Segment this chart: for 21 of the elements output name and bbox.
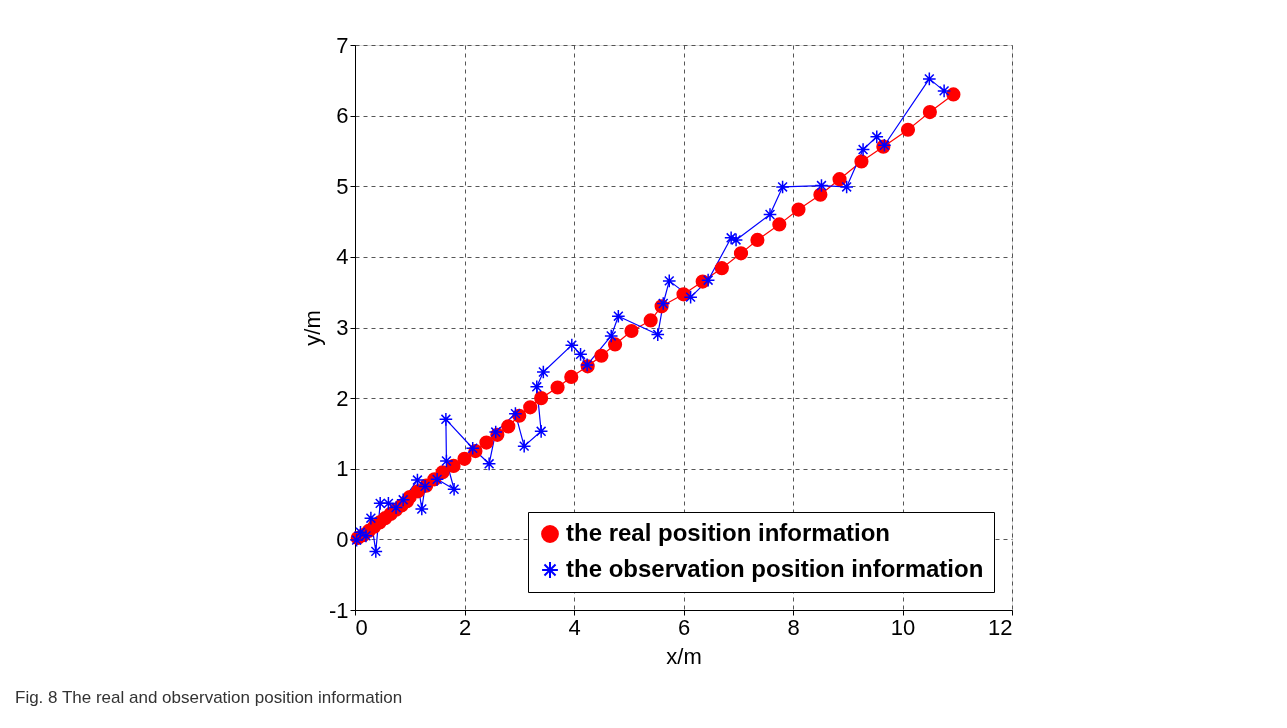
x-tick-label: 2	[458, 614, 472, 640]
legend-label: the real position information	[566, 519, 891, 546]
legend-label: the observation position information	[566, 555, 984, 582]
y-tick-label: 5	[336, 173, 349, 199]
y-tick-label: 1	[336, 456, 349, 482]
caption: Fig. 8 The real and observation position information	[15, 688, 403, 707]
y-tick-label: 7	[336, 32, 349, 58]
y-axis-title: y/m	[299, 310, 325, 346]
y-tick-label: 4	[336, 244, 349, 270]
x-axis-title: x/m	[666, 643, 702, 669]
x-tick-label: 10	[890, 614, 916, 640]
y-tick-label: 6	[336, 103, 349, 129]
y-tick-label: 0	[336, 526, 349, 552]
y-tick-label: -1	[328, 597, 349, 623]
x-tick-label: 12	[988, 614, 1013, 640]
y-tick-label: 2	[336, 385, 349, 411]
x-tick-label: 4	[568, 614, 581, 640]
y-tick-label: 3	[336, 315, 349, 340]
x-tick-label: 0	[355, 614, 368, 640]
x-tick-label: 8	[787, 614, 800, 640]
x-tick-label: 6	[677, 614, 691, 640]
